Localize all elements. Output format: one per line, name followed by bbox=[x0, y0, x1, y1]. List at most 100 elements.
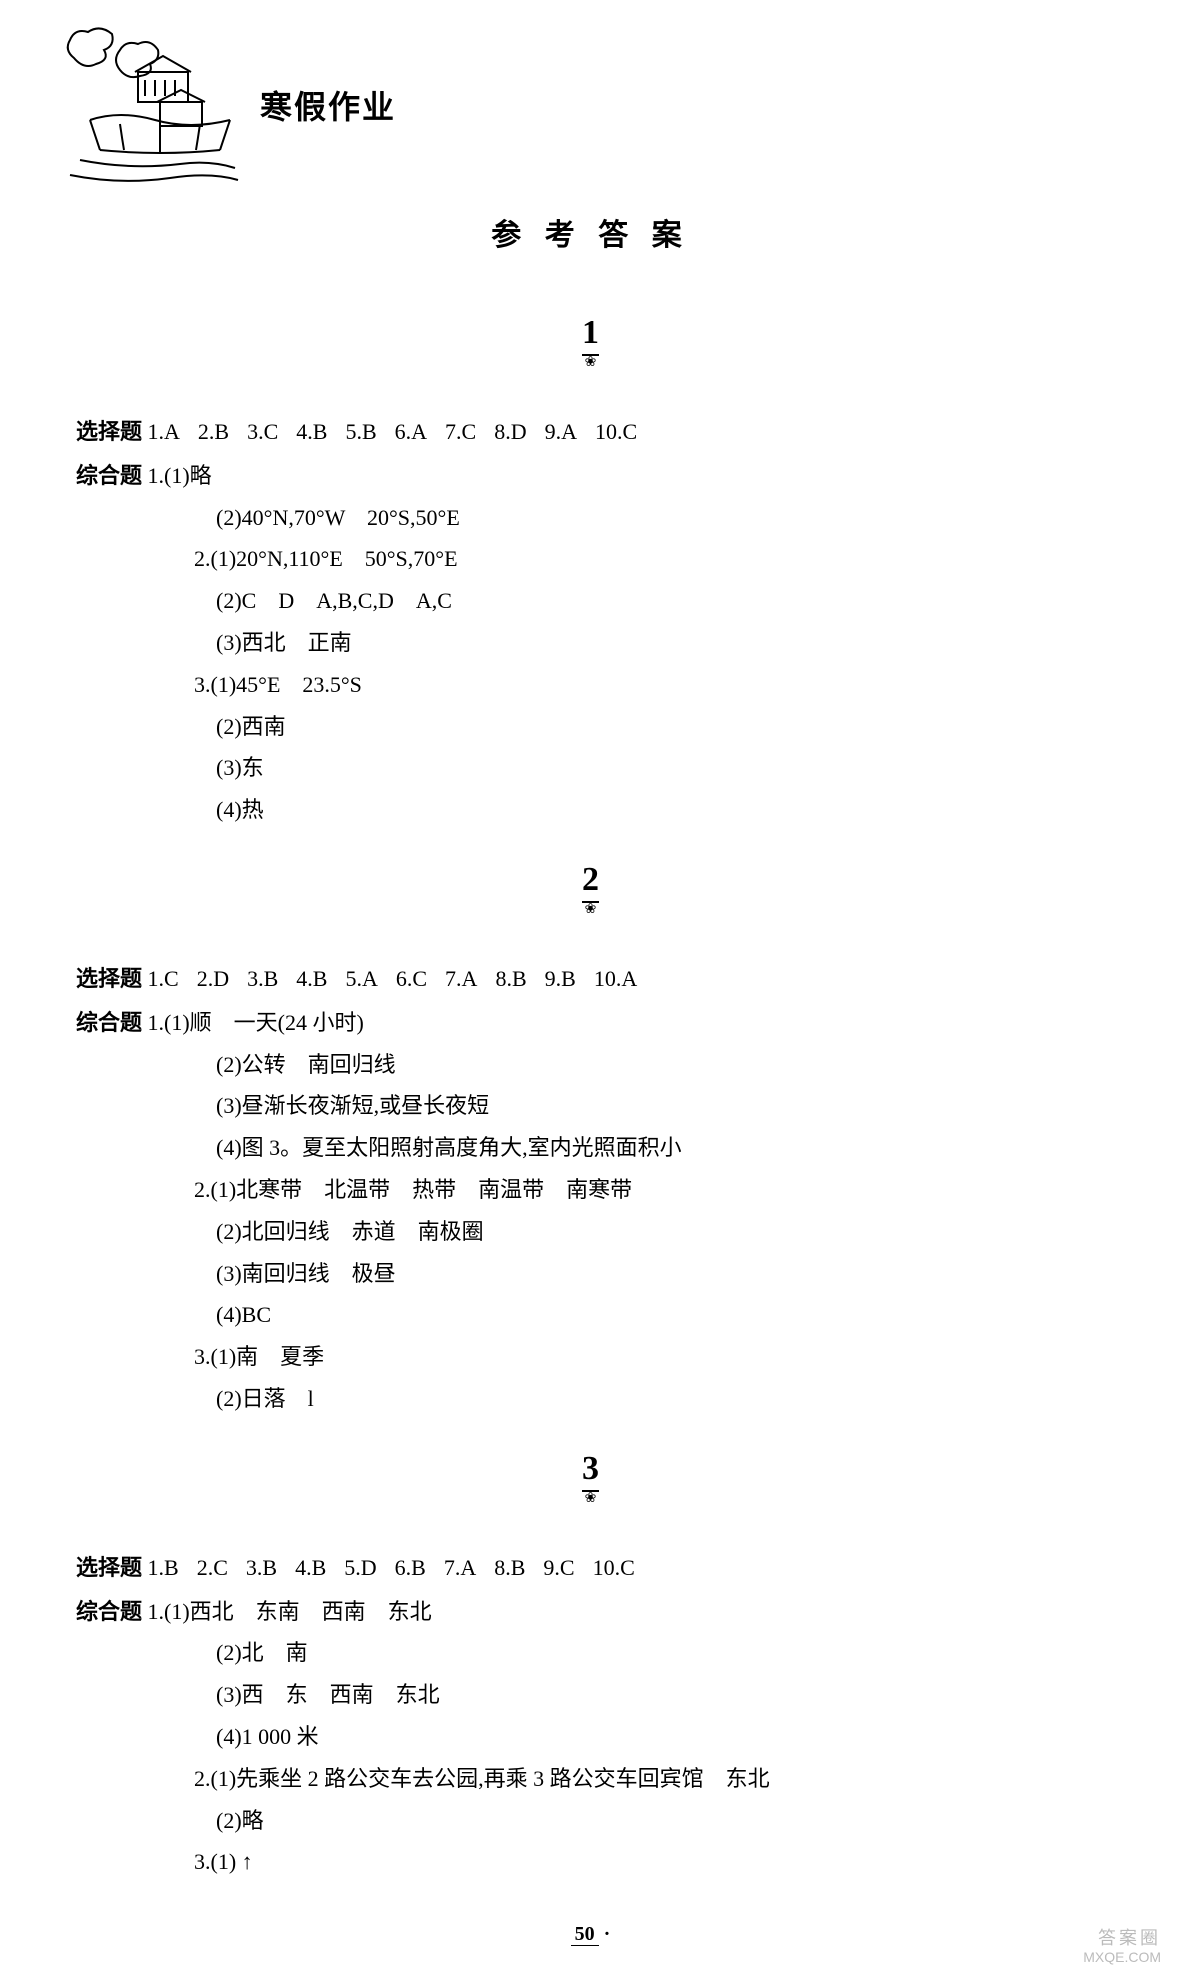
answer-line: (2)西南 bbox=[76, 706, 1121, 748]
answer-text: (2)公转 南回归线 bbox=[216, 1052, 396, 1077]
answer-text: (2)北回归线 赤道 南极圈 bbox=[216, 1219, 484, 1244]
answer-text: (3)西 东 西南 东北 bbox=[216, 1682, 440, 1707]
watermark-top: 答案圈 bbox=[1083, 1928, 1161, 1950]
answer-text: (3)东 bbox=[216, 755, 264, 780]
answer-line: (2)北回归线 赤道 南极圈 bbox=[76, 1211, 1121, 1253]
page-header: 寒假作业 bbox=[60, 0, 1121, 190]
header-illustration bbox=[60, 20, 240, 190]
answer-line: (3)昼渐长夜渐短,或昼长夜短 bbox=[76, 1085, 1121, 1127]
mc-item: 2.C bbox=[197, 1547, 228, 1589]
answer-line: (2)北 南 bbox=[76, 1632, 1121, 1674]
answer-line: (2)日落 l bbox=[76, 1378, 1121, 1420]
mc-item: 8.D bbox=[494, 411, 526, 453]
answer-text: 2.(1)北寒带 北温带 热带 南温带 南寒带 bbox=[194, 1177, 632, 1202]
answer-line: (3)西 东 西南 东北 bbox=[76, 1674, 1121, 1716]
answer-line: (4)热 bbox=[76, 789, 1121, 831]
answer-text: 3.(1) ↑ bbox=[194, 1849, 253, 1874]
answer-text: (3)西北 正南 bbox=[216, 630, 352, 655]
section-content: 选择题 1.B2.C3.B4.B5.D6.B7.A8.B9.C10.C综合题 1… bbox=[60, 1547, 1121, 1883]
answer-text: 2.(1)先乘坐 2 路公交车去公园,再乘 3 路公交车回宾馆 东北 bbox=[194, 1766, 770, 1791]
page-number-dot: · bbox=[604, 1923, 611, 1945]
mc-item: 5.A bbox=[345, 958, 377, 1000]
mc-item: 2.D bbox=[197, 958, 229, 1000]
mc-item: 8.B bbox=[495, 958, 526, 1000]
section-deco-icon: ❀ bbox=[60, 354, 1121, 371]
mc-item: 4.B bbox=[295, 1547, 326, 1589]
multiple-choice-row: 选择题 1.C2.D3.B4.B5.A6.C7.A8.B9.B10.A bbox=[76, 958, 1121, 1000]
mc-item: 6.B bbox=[395, 1547, 426, 1589]
answer-text: 1.(1)略 bbox=[148, 463, 212, 488]
mc-item: 6.A bbox=[395, 411, 427, 453]
answer-line: (4)1 000 米 bbox=[76, 1716, 1121, 1758]
mc-item: 7.A bbox=[444, 1547, 476, 1589]
mc-item: 10.A bbox=[594, 958, 637, 1000]
mc-item: 7.A bbox=[445, 958, 477, 1000]
mc-item: 5.D bbox=[344, 1547, 376, 1589]
mc-item: 4.B bbox=[296, 958, 327, 1000]
answer-text: 3.(1)南 夏季 bbox=[194, 1344, 324, 1369]
mc-heading: 选择题 bbox=[76, 1555, 142, 1580]
section-content: 选择题 1.C2.D3.B4.B5.A6.C7.A8.B9.B10.A综合题 1… bbox=[60, 958, 1121, 1420]
mc-item: 1.C bbox=[148, 958, 179, 1000]
section-marker: 1❀ bbox=[60, 314, 1121, 371]
answer-line: 3.(1)45°E 23.5°S bbox=[76, 664, 1121, 706]
page-number: 50 · bbox=[60, 1923, 1121, 1946]
answer-text: (2)40°N,70°W 20°S,50°E bbox=[216, 505, 460, 530]
answer-line: (4)图 3。夏至太阳照射高度角大,室内光照面积小 bbox=[76, 1127, 1121, 1169]
answer-text: (4)热 bbox=[216, 797, 264, 822]
answer-line: 2.(1)北寒带 北温带 热带 南温带 南寒带 bbox=[76, 1169, 1121, 1211]
mc-heading: 选择题 bbox=[76, 419, 142, 444]
mc-item: 5.B bbox=[345, 411, 376, 453]
section-marker: 3❀ bbox=[60, 1450, 1121, 1507]
answer-text: (4)BC bbox=[216, 1302, 271, 1327]
answer-text: (4)图 3。夏至太阳照射高度角大,室内光照面积小 bbox=[216, 1135, 682, 1160]
answer-line: (2)C D A,B,C,D A,C bbox=[76, 580, 1121, 622]
answer-text: (3)南回归线 极昼 bbox=[216, 1261, 396, 1286]
answer-text: 1.(1)顺 一天(24 小时) bbox=[148, 1010, 364, 1035]
mc-heading: 选择题 bbox=[76, 966, 142, 991]
answer-text: (2)北 南 bbox=[216, 1640, 308, 1665]
answer-text: 2.(1)20°N,110°E 50°S,70°E bbox=[194, 546, 458, 571]
answer-text: 1.(1)西北 东南 西南 东北 bbox=[148, 1599, 432, 1624]
answer-line: 综合题 1.(1)顺 一天(24 小时) bbox=[76, 1002, 1121, 1044]
section-deco-icon: ❀ bbox=[60, 1490, 1121, 1507]
answer-line: 3.(1)南 夏季 bbox=[76, 1336, 1121, 1378]
mc-item: 1.A bbox=[148, 411, 180, 453]
answer-text: 3.(1)45°E 23.5°S bbox=[194, 672, 362, 697]
answer-line: 3.(1) ↑ bbox=[76, 1841, 1121, 1883]
multiple-choice-row: 选择题 1.A 2.B 3.C 4.B 5.B 6.A 7.C 8.D 9.A 10.C bbox=[76, 411, 1121, 453]
section-content: 选择题 1.A 2.B 3.C 4.B 5.B 6.A 7.C 8.D 9.A 10.C综合题 1… bbox=[60, 411, 1121, 831]
answer-line: (2)略 bbox=[76, 1800, 1121, 1842]
section-marker: 2❀ bbox=[60, 861, 1121, 918]
answer-line: 综合题 1.(1)略 bbox=[76, 455, 1121, 497]
watermark-bottom: MXQE.COM bbox=[1083, 1949, 1161, 1966]
answer-line: (4)BC bbox=[76, 1294, 1121, 1336]
mc-item: 10.C bbox=[595, 411, 637, 453]
answer-line: (2)40°N,70°W 20°S,50°E bbox=[76, 497, 1121, 539]
answer-line: 2.(1)20°N,110°E 50°S,70°E bbox=[76, 538, 1121, 580]
answer-text: (2)C D A,B,C,D A,C bbox=[216, 588, 452, 613]
mc-item: 9.C bbox=[543, 1547, 574, 1589]
answer-line: (3)西北 正南 bbox=[76, 622, 1121, 664]
mc-item: 1.B bbox=[148, 1547, 179, 1589]
main-title: 参 考 答 案 bbox=[60, 210, 1121, 254]
mc-item: 3.C bbox=[247, 411, 278, 453]
mc-item: 6.C bbox=[396, 958, 427, 1000]
mc-item: 7.C bbox=[445, 411, 476, 453]
mc-item: 8.B bbox=[494, 1547, 525, 1589]
book-title: 寒假作业 bbox=[260, 82, 396, 128]
section-deco-icon: ❀ bbox=[60, 901, 1121, 918]
section-number: 3 bbox=[582, 1450, 599, 1492]
mc-item: 2.B bbox=[198, 411, 229, 453]
answer-line: (3)东 bbox=[76, 747, 1121, 789]
mc-item: 4.B bbox=[296, 411, 327, 453]
section-number: 1 bbox=[582, 314, 599, 356]
mc-item: 9.A bbox=[545, 411, 577, 453]
answer-text: (4)1 000 米 bbox=[216, 1724, 319, 1749]
answer-text: (2)日落 l bbox=[216, 1386, 314, 1411]
mc-item: 3.B bbox=[246, 1547, 277, 1589]
answer-line: 综合题 1.(1)西北 东南 西南 东北 bbox=[76, 1591, 1121, 1633]
page: 寒假作业 参 考 答 案 1❀选择题 1.A2.B3.C4.B5.B6.A7.C… bbox=[0, 0, 1181, 1986]
answer-line: 2.(1)先乘坐 2 路公交车去公园,再乘 3 路公交车回宾馆 东北 bbox=[76, 1758, 1121, 1800]
mc-item: 3.B bbox=[247, 958, 278, 1000]
